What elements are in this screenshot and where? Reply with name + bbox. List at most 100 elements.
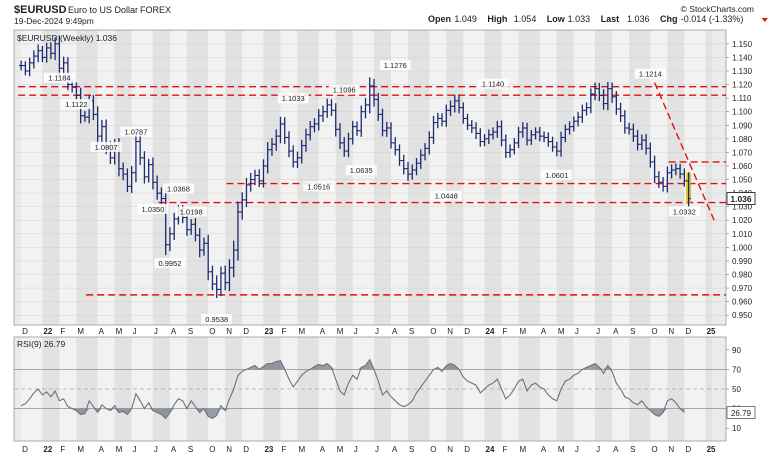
month-shade	[335, 30, 353, 325]
rsi-oversold-fill	[165, 408, 170, 419]
date-tick-label: J	[154, 327, 158, 336]
month-shade	[408, 30, 430, 325]
date-tick-label: 25	[707, 445, 716, 454]
month-shade	[263, 30, 281, 325]
date-tick-label: M	[337, 327, 344, 336]
date-axis-bottom: D 22 F M A M J J A S O N D 23 F M A M J J A S O N D 24 F M A M J J A S O N D…	[22, 445, 716, 454]
price-annotation: 1.0368	[167, 184, 190, 193]
annotation-bg	[90, 141, 122, 152]
price-tick-label: 1.120	[732, 81, 753, 90]
annotation-bg	[277, 93, 309, 104]
date-tick-label: D	[243, 445, 249, 454]
quote-value-chg: -0.014 (-1.33%)	[681, 14, 744, 24]
date-tick-label: A	[99, 327, 105, 336]
rsi-tick-label: 70	[732, 365, 741, 374]
rsi-oversold-fill	[80, 408, 85, 415]
price-tick-label: 1.060	[732, 162, 753, 171]
date-tick-label: A	[320, 327, 326, 336]
date-tick-label: J	[133, 445, 137, 454]
rsi-panel: 907050301026.79 RSI(9) 26.79	[13, 336, 756, 442]
month-shade	[518, 30, 540, 325]
date-tick-label: D	[685, 327, 691, 336]
rsi-overbought-fill	[322, 363, 328, 370]
rsi-overbought-fill	[267, 363, 272, 370]
date-tick-label: A	[99, 445, 105, 454]
date-tick-label: D	[22, 327, 28, 336]
date-tick-label: J	[354, 327, 358, 336]
price-annotation: 1.1096	[333, 86, 356, 95]
month-shade	[573, 30, 596, 325]
date-tick-label: N	[447, 327, 453, 336]
month-shade	[556, 337, 574, 441]
rsi-overbought-fill	[276, 360, 281, 370]
month-shade	[280, 30, 298, 325]
month-shade	[352, 30, 375, 325]
annotation-bg	[303, 181, 335, 192]
annotation-bg	[345, 165, 377, 176]
price-annotations: 1.1184 1.1122 1.0807 1.0787 1.0350 1.0368 1.01…	[43, 60, 700, 325]
date-tick-label: A	[541, 327, 547, 336]
date-tick-label: 25	[707, 327, 716, 336]
year-shades	[21, 30, 712, 325]
price-tick-label: 1.150	[732, 40, 753, 49]
date-tick-label: J	[375, 445, 379, 454]
date-tick-label: N	[447, 445, 453, 454]
month-shade	[501, 337, 519, 441]
rsi-oversold-fill	[123, 408, 128, 415]
date-tick-label: O	[651, 327, 657, 336]
symbol-text: $EURUSD	[14, 4, 67, 16]
price-tick-label: 0.980	[732, 271, 753, 280]
rsi-y-axis: 907050301026.79	[726, 346, 756, 433]
annotation-bg	[162, 183, 194, 194]
date-tick-label: M	[298, 445, 305, 454]
quote-value-low: 1.033	[568, 14, 591, 24]
date-tick-label: 23	[264, 327, 273, 336]
price-annotation: 1.0787	[124, 128, 147, 137]
price-tick-label: 1.140	[732, 53, 753, 62]
date-tick-label: J	[596, 445, 600, 454]
date-tick-label: F	[503, 445, 508, 454]
date-tick-label: M	[558, 327, 565, 336]
annotation-bg	[154, 257, 186, 268]
price-annotation: 1.0332	[673, 207, 696, 216]
date-tick-label: A	[171, 327, 177, 336]
rsi-overbought-fill	[590, 363, 596, 370]
rsi-series-line	[20, 358, 685, 420]
date-tick-label: A	[613, 327, 619, 336]
date-tick-label: S	[188, 445, 193, 454]
price-tick-label: 1.110	[732, 94, 752, 103]
price-annotation: 1.0601	[545, 171, 568, 180]
date-tick-label: N	[668, 327, 674, 336]
price-tick-label: 1.080	[732, 135, 753, 144]
price-y-axis: 1.150 1.140 1.130 1.120 1.110 1.100 1.090 1.080…	[726, 40, 756, 320]
quote-value-open: 1.049	[454, 14, 477, 24]
annotation-bg	[328, 84, 360, 95]
month-shade	[408, 337, 430, 441]
date-tick-label: D	[464, 445, 470, 454]
rsi-oversold-fill	[208, 408, 213, 419]
date-axis-top: D 22 F M A M J J A S O N D 23 F M A M J J A S O N D 24 F M A M J J A S O N D…	[22, 327, 716, 336]
price-annotation: 0.9538	[205, 315, 228, 324]
date-tick-label: M	[337, 445, 344, 454]
price-annotation: 1.0635	[350, 166, 373, 175]
date-tick-label: S	[409, 445, 414, 454]
date-tick-label: F	[60, 327, 65, 336]
month-shade	[463, 337, 485, 441]
month-shade	[208, 30, 226, 325]
month-shade	[501, 30, 519, 325]
annotation-bg	[477, 78, 509, 89]
date-tick-label: S	[630, 445, 635, 454]
date-tick-label: 23	[264, 445, 273, 454]
date-tick-label: 22	[43, 445, 52, 454]
annotation-bg	[541, 169, 573, 180]
quote-value-last: 1.036	[627, 14, 650, 24]
date-tick-label: J	[154, 445, 158, 454]
chart-date: 19-Dec-2024 9:49pm	[14, 16, 94, 26]
month-shade	[131, 30, 153, 325]
date-tick-label: 24	[486, 445, 495, 454]
date-tick-label: A	[392, 327, 398, 336]
month-shade	[705, 30, 712, 325]
month-shade	[374, 30, 392, 325]
month-shade	[595, 30, 613, 325]
month-shade	[186, 30, 209, 325]
